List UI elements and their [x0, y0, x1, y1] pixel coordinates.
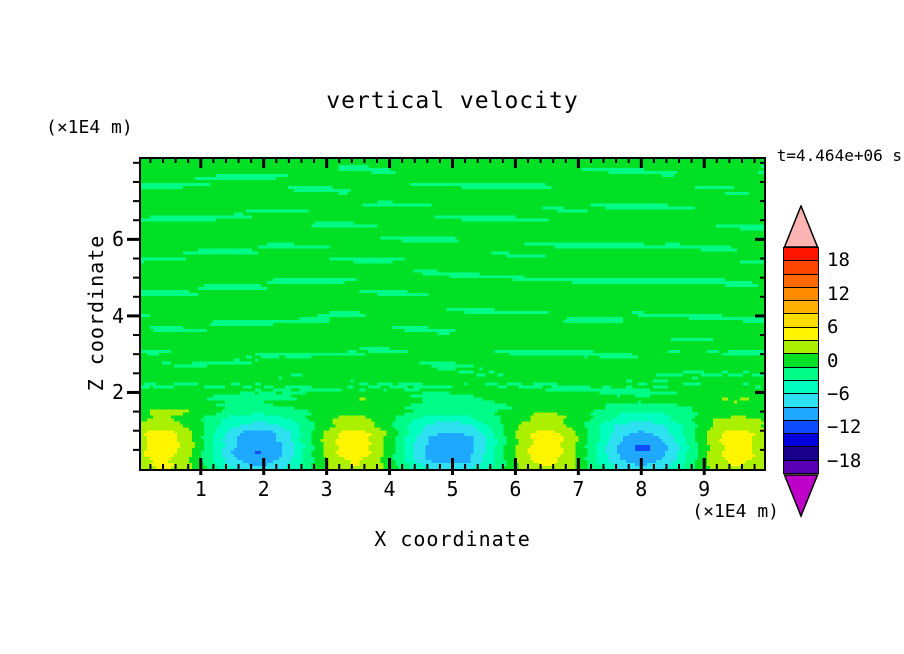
colorbar-segment	[783, 247, 819, 262]
colorbar-segment	[783, 340, 819, 355]
colorbar-tick-label: 0	[827, 349, 839, 372]
y-tick-label: 2	[111, 380, 124, 405]
colorbar-tick-label: 18	[827, 249, 850, 272]
x-tick-label: 5	[446, 477, 459, 501]
colorbar-segment	[783, 446, 819, 461]
x-tick-label: 3	[320, 477, 333, 501]
colorbar-segment	[783, 379, 819, 395]
colorbar-segment	[783, 393, 819, 408]
x-tick-label: 9	[698, 477, 711, 501]
colorbar-tick-label: −18	[827, 449, 862, 472]
colorbar-segment	[783, 313, 819, 328]
z-axis-title: Z coordinate	[84, 234, 108, 392]
x-tick-label: 6	[509, 477, 522, 501]
x-tick-label: 7	[572, 477, 585, 501]
colorbar-segment	[783, 326, 819, 342]
colorbar-over-arrow	[783, 205, 819, 248]
colorbar: 18 12 6 0 −6 −12 −18	[783, 205, 903, 520]
colorbar-segment	[783, 273, 819, 288]
colorbar-segment	[783, 459, 819, 475]
colorbar-segment	[783, 286, 819, 302]
x-tick-label: 1	[194, 477, 207, 501]
colorbar-segment	[783, 419, 819, 435]
colorbar-segments	[783, 247, 819, 475]
x-axis-unit-label: (×1E4 m)	[692, 501, 779, 522]
x-tick-label: 8	[635, 477, 648, 501]
colorbar-segment	[783, 260, 819, 275]
colorbar-segment	[783, 433, 819, 448]
plot-area	[139, 157, 766, 471]
y-tick-label: 4	[111, 303, 124, 328]
colorbar-tick-label: 12	[827, 282, 850, 305]
colorbar-segment	[783, 366, 819, 381]
x-tick-label: 2	[257, 477, 270, 501]
colorbar-segment	[783, 353, 819, 368]
colorbar-segment	[783, 300, 819, 315]
chart-title: vertical velocity	[326, 88, 579, 114]
x-tick-label: 4	[383, 477, 396, 501]
colorbar-tick-label: −12	[827, 416, 862, 439]
colorbar-under-arrow	[783, 474, 819, 518]
colorbar-tick-label: 6	[827, 316, 839, 339]
y-tick-label: 6	[111, 227, 124, 252]
colorbar-tick-label: −6	[827, 382, 850, 405]
x-axis-title: X coordinate	[374, 527, 531, 551]
z-axis-unit-label: (×1E4 m)	[46, 117, 133, 138]
colorbar-segment	[783, 406, 819, 421]
contour-field-canvas	[141, 159, 764, 469]
time-stamp-label: t=4.464e+06 s	[776, 146, 902, 165]
